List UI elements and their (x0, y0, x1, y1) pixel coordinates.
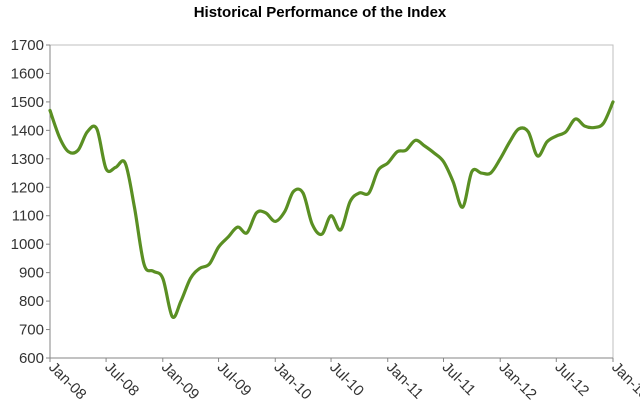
y-tick-label: 800 (19, 293, 44, 310)
x-tick-label: Jan-08 (45, 359, 89, 403)
y-tick-label: 1000 (11, 236, 44, 253)
y-tick-label: 1300 (11, 151, 44, 168)
y-tick-label: 1200 (11, 179, 44, 196)
x-tick-label: Jan-09 (158, 359, 202, 403)
index-series-line (48, 100, 615, 320)
x-tick-label: Jul-08 (101, 359, 142, 400)
y-tick-label: 1100 (12, 208, 44, 225)
y-tick-label: 600 (19, 350, 44, 367)
x-tick-label: Jul-12 (551, 359, 592, 400)
y-tick-label: 1400 (11, 122, 44, 139)
x-tick-label: Jan-13 (608, 359, 640, 403)
y-tick-label: 1700 (11, 37, 44, 54)
x-tick-label: Jan-10 (270, 359, 314, 403)
x-tick-label: Jan-11 (383, 359, 427, 403)
y-axis-ticks: 600 700 800 900 1000 1100 1200 1300 1400 1500 1600… (11, 37, 50, 367)
y-tick-label: 700 (19, 322, 44, 339)
x-axis-ticks: Jan-08 Jul-08 Jan-09 Jul-09 Jan-10 Jul-10 Jan-… (45, 358, 640, 403)
y-tick-label: 1600 (11, 65, 44, 82)
x-tick-label: Jul-10 (326, 359, 367, 400)
y-tick-label: 1500 (11, 94, 44, 111)
chart-title: Historical Performance of the Index (194, 4, 447, 21)
x-tick-label: Jan-12 (495, 359, 539, 403)
y-tick-label: 900 (19, 265, 44, 282)
x-tick-label: Jul-09 (214, 359, 255, 400)
x-tick-label: Jul-11 (439, 359, 479, 399)
